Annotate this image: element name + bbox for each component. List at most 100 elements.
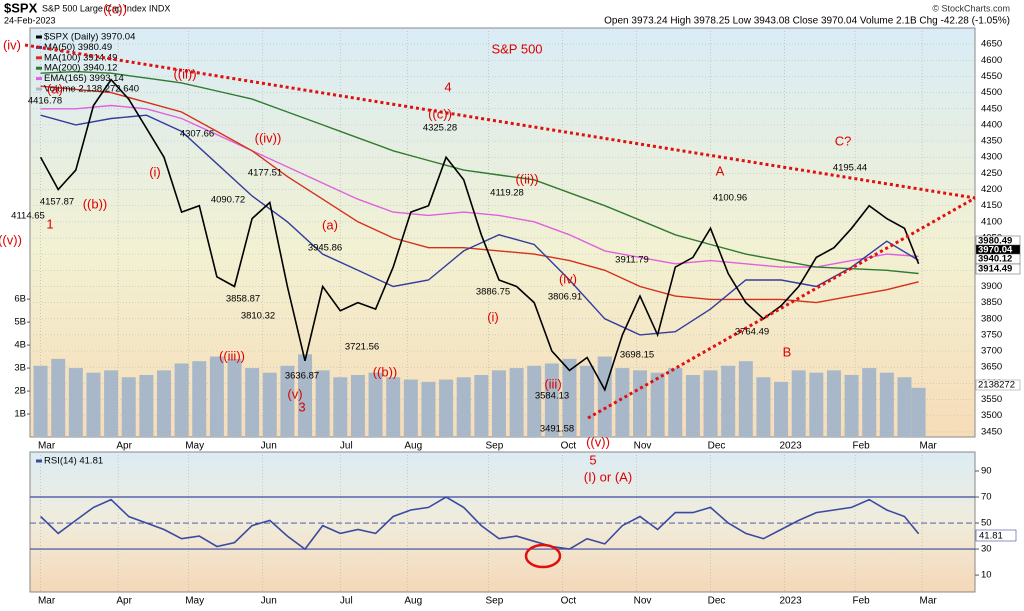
volume-bar (51, 358, 66, 437)
volume-bar (333, 377, 348, 437)
y-tick-label: 4450 (981, 103, 1002, 114)
x-tick-label: Nov (634, 596, 652, 607)
y-tick-label: 4600 (981, 55, 1002, 66)
annotation: ((v)) (0, 232, 22, 247)
volume-bar (386, 377, 401, 437)
annotation: 3911.79 (615, 255, 649, 266)
credit: © StockCharts.com (932, 3, 1010, 13)
x-tick-label: Feb (852, 596, 870, 607)
annotation: 3810.32 (241, 311, 275, 322)
volume-bar (911, 387, 926, 437)
volume-bar (879, 372, 894, 437)
x-tick-label: Jun (261, 441, 277, 452)
y-tick-label: 90 (981, 466, 992, 477)
series-line (40, 496, 920, 551)
volume-bar (826, 370, 841, 437)
y-tick-label: 4500 (981, 87, 1002, 98)
y2-tick-label: 1B (14, 409, 26, 420)
y2-tick-label: 4B (14, 340, 26, 351)
annotation: 3491.58 (540, 424, 574, 435)
volume-bar (121, 377, 136, 437)
rsi-panel (29, 451, 976, 593)
legend-label: RSI(14) 41.81 (44, 456, 103, 467)
y-tick-label: 4150 (981, 200, 1002, 211)
volume-bar (139, 374, 154, 437)
price-tag: 3970.04 (978, 245, 1013, 256)
y-tick-label: 3500 (981, 410, 1002, 421)
volume-bar (403, 379, 418, 437)
volume-bar (174, 363, 189, 437)
subtitle: S&P 500 Large Cap Index INDX (42, 3, 170, 13)
annotation: (iv) (559, 271, 577, 286)
volume-bar (668, 368, 683, 437)
y-tick-label: 4200 (981, 184, 1002, 195)
y-tick-label: 3800 (981, 313, 1002, 324)
price-tag-box (975, 263, 1021, 275)
volume-bar (298, 354, 313, 437)
y-tick-label: 3900 (981, 281, 1002, 292)
annotation: (a) (322, 217, 338, 232)
annotation: 3764.49 (735, 327, 769, 338)
volume-bar (86, 372, 101, 437)
y-tick-label: 70 (981, 492, 992, 503)
y-tick-label: 4250 (981, 168, 1002, 179)
volume-bar (527, 365, 542, 437)
volume-bar (280, 365, 295, 437)
annotation: 3945.86 (308, 243, 342, 254)
volume-bar (315, 370, 330, 437)
price-tag: 3914.49 (978, 264, 1012, 275)
annotation: ((ii)) (515, 171, 538, 186)
volume-bar (703, 370, 718, 437)
annotation: 3636.87 (285, 371, 319, 382)
y-tick-label: 4100 (981, 216, 1002, 227)
volume-bar (209, 356, 224, 437)
x-tick-label: Aug (404, 441, 422, 452)
annotation: (v) (287, 386, 302, 401)
volume-bar (809, 372, 824, 437)
annotation: ((v)) (586, 434, 610, 449)
annotation: ((b)) (373, 364, 398, 379)
volume-bar (862, 368, 877, 437)
annotation: 4195.44 (833, 163, 867, 174)
x-tick-label: Jun (261, 596, 277, 607)
volume-bar (68, 368, 83, 437)
annotation: 5 (589, 452, 596, 467)
volume-bar (650, 372, 665, 437)
trendline (587, 196, 976, 420)
y-tick-label: 3550 (981, 394, 1002, 405)
annotation: 3721.56 (345, 342, 379, 353)
x-tick-label: Mar (38, 596, 56, 607)
volume-bar (227, 358, 242, 437)
volume-bar (756, 377, 771, 437)
price-tag: 3940.12 (978, 254, 1012, 265)
x-tick-label: May (185, 596, 204, 607)
annotation: 4416.78 (28, 96, 62, 107)
volume-bar (491, 370, 506, 437)
x-tick-label: Jul (340, 441, 353, 452)
x-tick-label: Nov (634, 441, 652, 452)
annotation: 3858.87 (226, 294, 260, 305)
volume-bar (350, 374, 365, 437)
annotation: ((iii)) (219, 348, 245, 363)
volume-bar (685, 374, 700, 437)
annotation: 4114.65 (11, 211, 45, 222)
x-tick-label: Oct (561, 596, 577, 607)
y2-tick-label: 2B (14, 386, 26, 397)
y2-tick-label: 3B (14, 363, 26, 374)
volume-bar (245, 368, 260, 437)
x-tick-label: Sep (485, 441, 503, 452)
annotation: 4325.28 (423, 123, 457, 134)
volume-bar (456, 377, 471, 437)
rsi-tag: 41.81 (979, 531, 1003, 542)
annotation: ((c)) (103, 1, 127, 16)
y-tick-label: 10 (981, 570, 992, 581)
volume-tag: 2138272 (978, 380, 1015, 391)
y2-tick-label: 5B (14, 317, 26, 328)
x-tick-label: Apr (116, 441, 132, 452)
y-tick-label: 4400 (981, 119, 1002, 130)
annotation: 4177.51 (248, 168, 282, 179)
volume-bar (897, 377, 912, 437)
y-tick-label: 30 (981, 544, 992, 555)
